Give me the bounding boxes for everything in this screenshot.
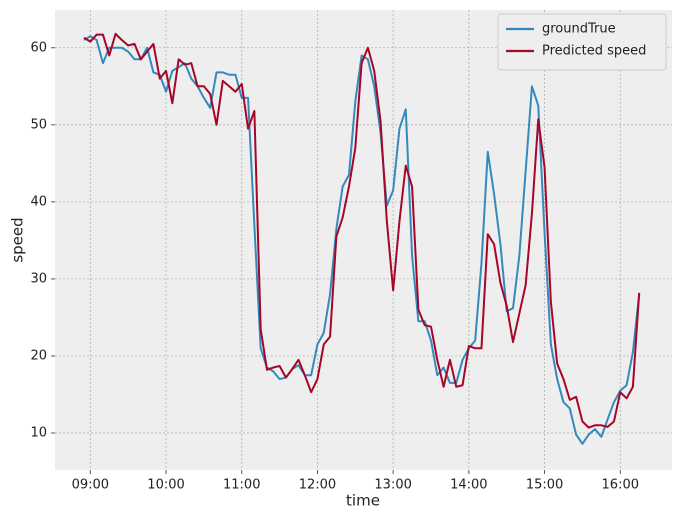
y-tick-label: 40 — [30, 194, 47, 209]
y-tick-label: 60 — [30, 40, 47, 55]
y-tick-label: 50 — [30, 117, 47, 132]
x-tick-label: 09:00 — [72, 478, 109, 493]
y-tick-label: 10 — [30, 426, 47, 441]
x-tick-label: 10:00 — [147, 478, 184, 493]
legend-box — [497, 13, 667, 71]
line-series — [83, 32, 641, 429]
legend-label: groundTrue — [542, 22, 616, 37]
y-axis-label: speed — [9, 217, 27, 262]
x-tick-label: 16:00 — [602, 478, 639, 493]
x-tick-label: 11:00 — [223, 478, 260, 493]
x-tick-label: 15:00 — [526, 478, 563, 493]
y-tick-label: 20 — [30, 348, 47, 363]
legend-label: Predicted speed — [542, 44, 646, 59]
x-tick-label: 14:00 — [450, 478, 487, 493]
plot-area — [55, 10, 672, 470]
x-tick-label: 13:00 — [374, 478, 411, 493]
x-tick-label: 12:00 — [299, 478, 336, 493]
x-axis-label: time — [346, 492, 380, 510]
y-tick-label: 30 — [30, 271, 47, 286]
